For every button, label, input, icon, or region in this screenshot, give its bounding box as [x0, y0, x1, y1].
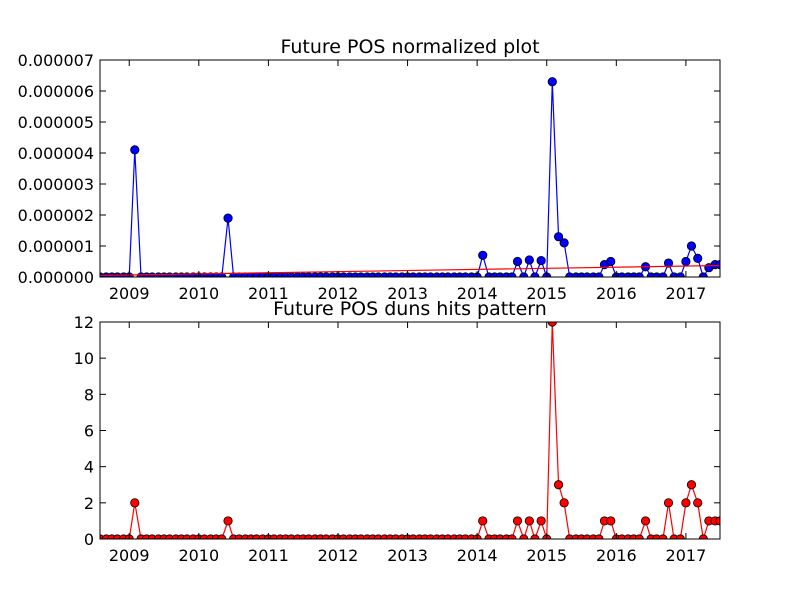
top-x-tick-label: 2016 — [596, 284, 637, 303]
bottom-y-tick-label: 8 — [84, 385, 94, 404]
top-data-point — [553, 232, 564, 242]
bottom-y-tick-label: 10 — [74, 349, 94, 368]
bottom-data-point — [524, 516, 534, 526]
top-x-tick-label: 2011 — [248, 284, 289, 303]
top-series-1-line — [100, 264, 720, 277]
bottom-x-tick-label: 2017 — [666, 546, 707, 565]
top-data-point — [681, 256, 691, 267]
top-chart: Future POS normalized plot 2009 2010 2011 2… — [18, 36, 721, 303]
top-data-point — [559, 238, 569, 248]
top-x-tick-label: 2013 — [387, 284, 428, 303]
bottom-y-tick-label: 2 — [84, 494, 94, 513]
top-data-point — [547, 77, 557, 87]
bottom-x-tick-label: 2010 — [178, 546, 219, 565]
bottom-data-point — [559, 498, 569, 508]
top-y-tick-label: 0.000003 — [18, 175, 94, 194]
bottom-y-tick-label: 0 — [84, 530, 94, 549]
bottom-data-point — [478, 516, 488, 526]
top-plot-area — [100, 77, 720, 277]
top-data-point — [478, 250, 488, 260]
top-data-point — [130, 145, 140, 155]
bottom-series-0-line — [100, 322, 720, 539]
top-y-tick-label: 0.000007 — [18, 51, 94, 70]
top-x-tick-label: 2010 — [178, 284, 219, 303]
bottom-plot-area — [100, 322, 720, 539]
top-y-tick-label: 0.000001 — [18, 237, 94, 256]
top-data-point — [536, 255, 546, 266]
bottom-x-tick-label: 2015 — [526, 546, 567, 565]
top-data-point — [223, 213, 233, 223]
top-data-point — [686, 241, 697, 251]
top-data-point — [524, 255, 534, 265]
bottom-data-point — [686, 480, 697, 490]
top-data-point — [693, 253, 703, 263]
bottom-data-point — [606, 516, 616, 526]
bottom-data-point — [547, 322, 557, 327]
top-x-tick-label: 2017 — [666, 284, 707, 303]
top-y-tick-label: 0.000000 — [18, 268, 94, 287]
bottom-y-tick-label: 6 — [84, 422, 94, 441]
top-y-tick-label: 0.000002 — [18, 206, 94, 225]
top-axes-frame — [99, 59, 721, 278]
top-y-tick-label: 0.000004 — [18, 144, 94, 163]
bottom-data-point — [512, 516, 523, 526]
top-x-tick-label: 2012 — [318, 284, 359, 303]
bottom-chart: Future POS duns hits pattern 2009 2010 201… — [74, 298, 721, 565]
bottom-data-point — [553, 480, 564, 490]
bottom-axes-frame — [99, 321, 721, 540]
top-y-tick-label: 0.000005 — [18, 113, 94, 132]
bottom-y-tick-label: 12 — [74, 313, 94, 332]
bottom-x-tick-label: 2014 — [457, 546, 498, 565]
bottom-data-point — [223, 516, 233, 526]
top-data-point — [663, 258, 674, 268]
bottom-x-tick-label: 2016 — [596, 546, 637, 565]
bottom-data-point — [663, 498, 674, 508]
top-x-tick-label: 2014 — [457, 284, 498, 303]
bottom-x-tick-label: 2012 — [318, 546, 359, 565]
bottom-data-point — [681, 498, 691, 508]
bottom-data-point — [536, 516, 546, 526]
bottom-chart-title: Future POS duns hits pattern — [273, 298, 547, 320]
bottom-data-point — [693, 498, 703, 508]
top-y-tick-label: 0.000006 — [18, 82, 94, 101]
top-data-point — [512, 256, 523, 267]
top-chart-title: Future POS normalized plot — [280, 36, 539, 58]
top-series-0-line — [100, 81, 720, 277]
top-x-tick-label: 2009 — [109, 284, 150, 303]
bottom-data-point — [640, 516, 651, 526]
bottom-data-point — [130, 498, 140, 508]
bottom-x-tick-label: 2013 — [387, 546, 428, 565]
top-x-tick-label: 2015 — [526, 284, 567, 303]
bottom-x-tick-label: 2009 — [109, 546, 150, 565]
top-data-point — [606, 256, 616, 267]
bottom-x-tick-label: 2011 — [248, 546, 289, 565]
bottom-y-tick-label: 4 — [84, 458, 94, 477]
